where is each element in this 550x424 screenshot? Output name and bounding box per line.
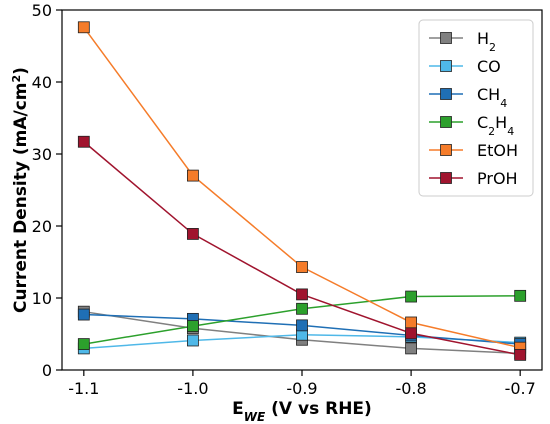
legend-marker-ch4 [440, 88, 452, 100]
legend-label-proh: PrOH [477, 169, 518, 188]
y-tick-label: 30 [32, 145, 52, 164]
x-axis-title: EWE (V vs RHE) [232, 399, 372, 424]
data-point-co [187, 334, 199, 347]
data-point-ch4 [296, 319, 308, 332]
data-point-c2h4 [514, 289, 527, 302]
legend: H2 CO CH4 C2H4 EtOH PrOH [418, 19, 534, 197]
data-point-proh [187, 228, 199, 240]
x-tick-label: -1.0 [177, 379, 208, 398]
y-tick-label: 20 [32, 217, 52, 236]
legend-marker-etoh [440, 144, 452, 156]
y-axis-title-end: ) [11, 67, 31, 75]
x-axis-title-sub: WE [244, 410, 266, 424]
x-axis-title-main: E [232, 399, 244, 419]
data-point-c2h4 [77, 338, 90, 350]
x-axis-title-end: (V vs RHE) [265, 399, 372, 419]
data-point-etoh [187, 169, 199, 182]
legend-label-ch4: CH4 [477, 85, 507, 110]
legend-marker-h2 [440, 32, 452, 44]
legend-marker-co [440, 60, 452, 72]
y-tick-label: 50 [32, 1, 52, 20]
data-point-c2h4 [296, 302, 308, 315]
legend-label-h2: H2 [477, 29, 496, 54]
legend-label-co: CO [477, 57, 501, 76]
legend-label-etoh: EtOH [477, 141, 518, 160]
y-axis-title-sup: 2 [10, 75, 23, 83]
data-point-etoh [296, 261, 308, 273]
data-point-ch4 [77, 308, 90, 321]
legend-label-c2h4: C2H4 [477, 113, 514, 138]
x-tick-label: -1.1 [68, 379, 99, 398]
x-tick-label: -0.7 [505, 379, 536, 398]
y-tick-label: 0 [42, 361, 52, 380]
x-tick-label: -0.9 [286, 379, 317, 398]
legend-marker-proh [440, 172, 452, 184]
y-axis-title: Current Density (mA/cm2) [10, 67, 32, 313]
data-point-proh [514, 348, 527, 361]
legend-marker-c2h4 [440, 116, 452, 128]
data-point-proh [405, 327, 417, 340]
y-tick-label: 40 [32, 73, 52, 92]
data-point-c2h4 [187, 320, 199, 332]
data-point-etoh [77, 21, 90, 34]
data-point-proh [77, 135, 90, 148]
data-point-proh [296, 288, 308, 301]
plot-area: -1.1 -1.0 -0.9 -0.8 -0.7 0 10 20 30 40 50 [32, 1, 543, 398]
x-tick-label: -0.8 [395, 379, 426, 398]
y-axis-title-main: Current Density (mA/cm [11, 82, 31, 312]
data-point-etoh [405, 316, 417, 329]
y-tick-label: 10 [32, 289, 52, 308]
data-point-c2h4 [405, 290, 417, 303]
data-point-h2 [405, 342, 417, 355]
